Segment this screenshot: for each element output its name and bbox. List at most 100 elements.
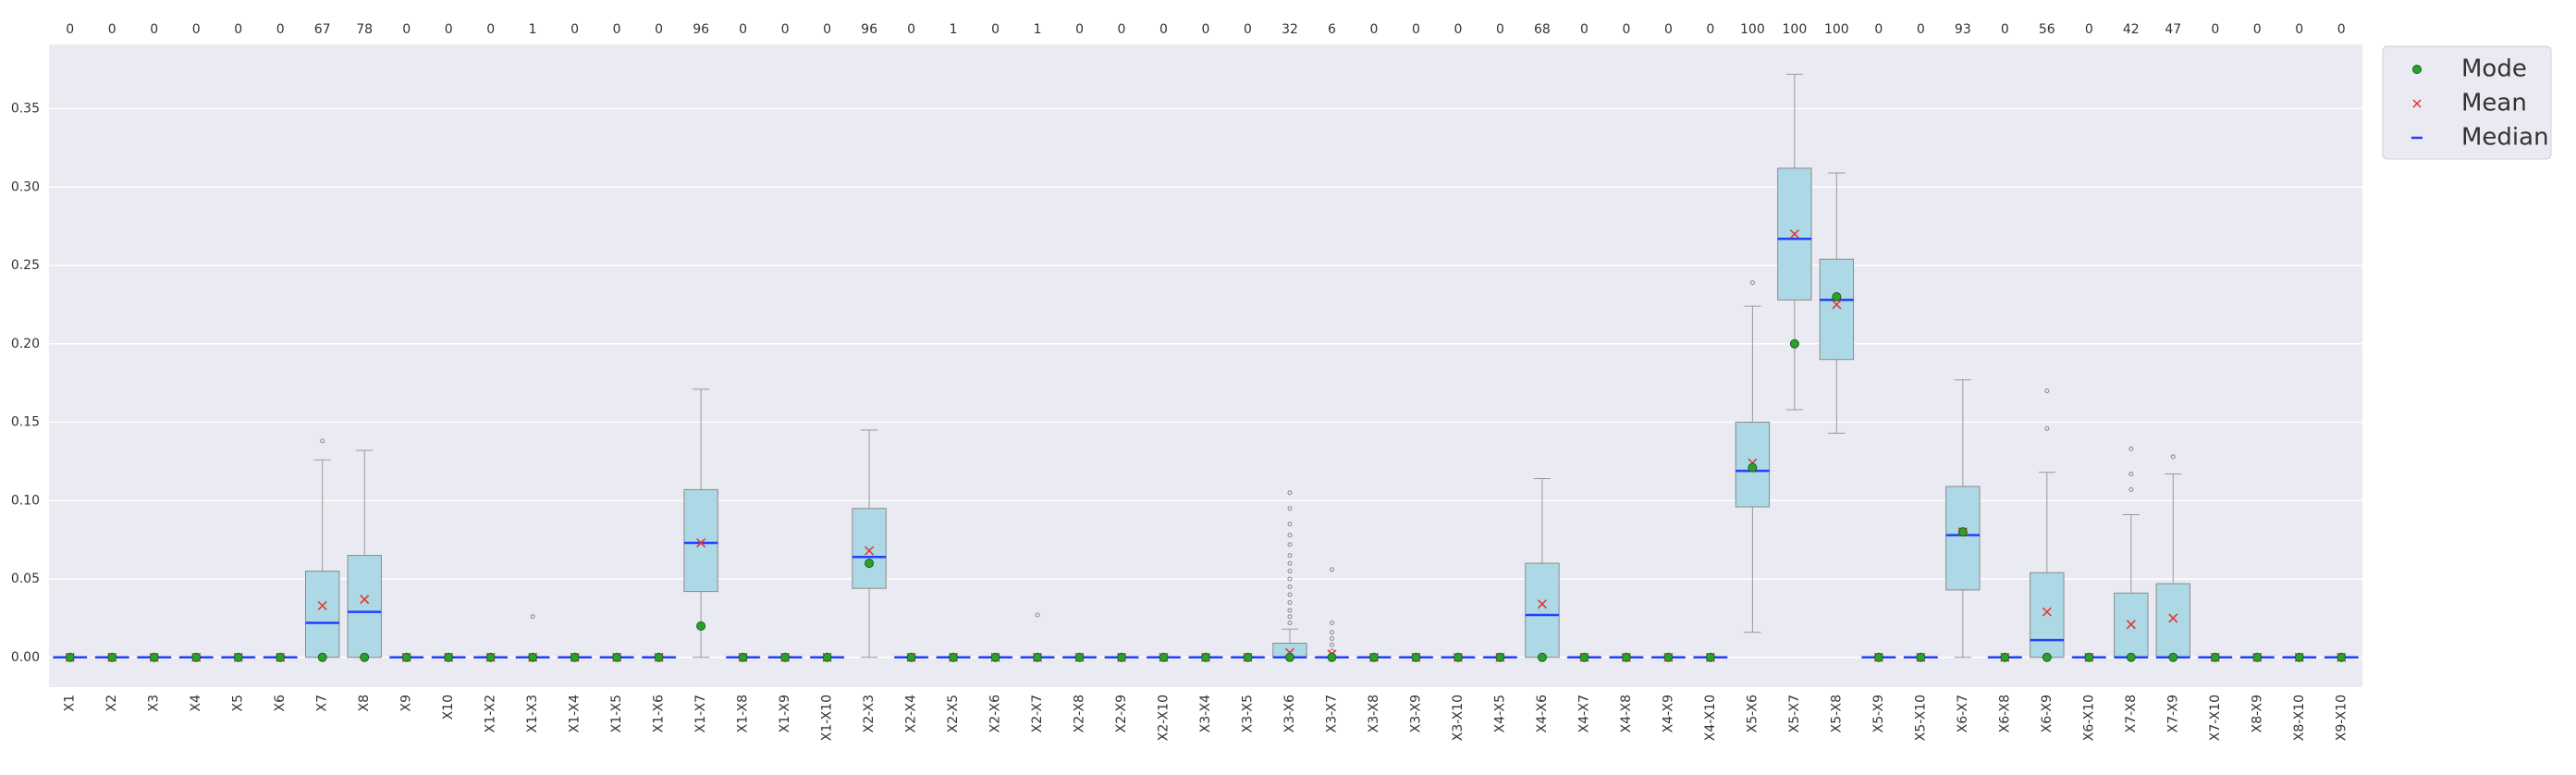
y-tick-label: 0.35 [11, 102, 40, 117]
x-tick-label: X8 [357, 695, 372, 712]
y-tick-label: 0.25 [11, 258, 40, 273]
count-label: 0 [2337, 22, 2346, 37]
mode [1411, 652, 1421, 662]
outlier [2128, 471, 2134, 476]
mode [654, 652, 664, 662]
box [1525, 562, 1560, 658]
count-label: 0 [991, 22, 1000, 37]
mode [822, 652, 832, 662]
outlier [1287, 553, 1293, 559]
count-label: 0 [613, 22, 621, 37]
outlier [1287, 542, 1293, 547]
outlier [2044, 388, 2050, 394]
mode [1916, 652, 1926, 662]
count-label: 0 [823, 22, 831, 37]
count-label: 0 [1412, 22, 1420, 37]
x-tick-label: X2-X10 [1157, 695, 1171, 741]
count-label: 0 [150, 22, 158, 37]
y-tick-label: 0.20 [11, 337, 40, 351]
x-tick-label: X3-X7 [1324, 695, 1339, 732]
x-tick-label: X4-X7 [1576, 695, 1591, 732]
count-label: 0 [1664, 22, 1673, 37]
mean [2168, 613, 2178, 623]
mode [1873, 652, 1883, 662]
count-label: 1 [950, 22, 958, 37]
mode [1832, 291, 1842, 301]
outlier [1287, 533, 1293, 538]
x-tick-label: X2 [104, 695, 119, 712]
outlier [1329, 630, 1334, 635]
mode [2126, 652, 2136, 662]
outlier [1287, 506, 1293, 511]
outlier [1287, 584, 1293, 590]
x-tick-label: X3-X10 [1451, 695, 1466, 741]
x-tick-label: X2-X8 [1073, 695, 1087, 732]
count-label: 0 [234, 22, 242, 37]
outlier [1287, 490, 1293, 496]
mode [65, 652, 75, 662]
x-tick-label: X4-X8 [1619, 695, 1634, 732]
mode [444, 652, 454, 662]
outlier [2044, 425, 2050, 431]
mode [2210, 652, 2220, 662]
x-tick-label: X1-X4 [568, 695, 583, 732]
mode [1033, 652, 1043, 662]
count-label: 0 [276, 22, 285, 37]
count-label: 0 [1496, 22, 1504, 37]
mode [2084, 652, 2094, 662]
count-label: 0 [66, 22, 74, 37]
count-label: 0 [192, 22, 201, 37]
outlier [1287, 608, 1293, 613]
box [1945, 486, 1981, 591]
mode [1284, 652, 1294, 662]
count-label: 0 [1075, 22, 1084, 37]
mode [1368, 652, 1379, 662]
mode [570, 652, 580, 662]
x-tick-label: X6-X8 [1997, 695, 2012, 732]
outlier [1749, 280, 1755, 286]
count-label: 0 [1244, 22, 1252, 37]
count-label: 78 [356, 22, 373, 37]
mean [1789, 229, 1799, 240]
outlier [2128, 486, 2134, 492]
x-tick-label: X2-X4 [904, 695, 919, 732]
outlier [530, 614, 535, 620]
mode [1243, 652, 1253, 662]
y-tick-label: 0.10 [11, 493, 40, 508]
mode [233, 652, 243, 662]
x-tick-label: X2-X6 [988, 695, 1003, 732]
count-label: 0 [1118, 22, 1126, 37]
count-label: 0 [108, 22, 117, 37]
x-tick-label: X3-X9 [1408, 695, 1423, 732]
mode [738, 652, 748, 662]
count-label: 67 [314, 22, 331, 37]
count-label: 0 [2295, 22, 2303, 37]
x-tick-label: X7 [315, 695, 330, 712]
x-tick-label: X3-X5 [1240, 695, 1255, 732]
count-label: 0 [781, 22, 790, 37]
mode [2168, 652, 2178, 662]
x-tick-label: X1-X10 [820, 695, 835, 741]
count-label: 96 [861, 22, 877, 37]
count-label: 100 [1740, 22, 1765, 37]
count-label: 0 [1159, 22, 1168, 37]
count-label: 68 [1534, 22, 1551, 37]
mean [1832, 300, 1842, 310]
count-label: 32 [1282, 22, 1298, 37]
x-tick-label: X6-X7 [1956, 695, 1970, 732]
mode [1117, 652, 1127, 662]
x-tick-label: X5-X7 [1787, 695, 1802, 732]
outlier [320, 438, 325, 444]
y-tick-label: 0.00 [11, 650, 40, 665]
mode [1495, 652, 1505, 662]
mode [2337, 652, 2347, 662]
mode [2000, 652, 2010, 662]
mean [1537, 599, 1547, 609]
outlier [1329, 642, 1334, 647]
x-tick-label: X6-X10 [2081, 695, 2096, 741]
count-label: 0 [739, 22, 747, 37]
mean [360, 595, 370, 605]
mode [1327, 652, 1337, 662]
x-tick-label: X3 [147, 695, 162, 712]
